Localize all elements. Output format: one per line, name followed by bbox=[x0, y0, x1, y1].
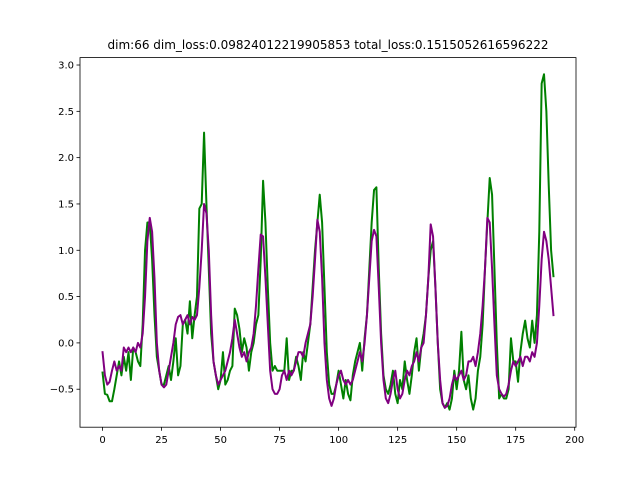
y-tick-label: 2.0 bbox=[58, 153, 74, 164]
y-tick-label: −0.5 bbox=[50, 385, 74, 396]
y-tick-label: 0.0 bbox=[58, 338, 74, 349]
x-tick-label: 50 bbox=[214, 435, 227, 446]
y-tick-label: 1.0 bbox=[58, 246, 74, 257]
x-tick-label: 175 bbox=[506, 435, 525, 446]
x-tick-label: 75 bbox=[273, 435, 286, 446]
x-tick-label: 200 bbox=[565, 435, 584, 446]
chart-title: dim:66 dim_loss:0.09824012219905853 tota… bbox=[108, 38, 549, 52]
x-tick-label: 150 bbox=[447, 435, 466, 446]
axes-frame bbox=[79, 57, 577, 428]
line-series bbox=[101, 202, 555, 409]
x-tick-label: 25 bbox=[155, 435, 168, 446]
y-tick-label: 2.5 bbox=[58, 107, 74, 118]
y-tick-label: 1.5 bbox=[58, 199, 74, 210]
x-tick-label: 0 bbox=[99, 435, 105, 446]
x-tick-label: 125 bbox=[388, 435, 407, 446]
y-tick-label: 3.0 bbox=[58, 61, 74, 72]
x-tick-label: 100 bbox=[329, 435, 348, 446]
y-tick-label: 0.5 bbox=[58, 292, 74, 303]
line-series bbox=[101, 73, 555, 411]
